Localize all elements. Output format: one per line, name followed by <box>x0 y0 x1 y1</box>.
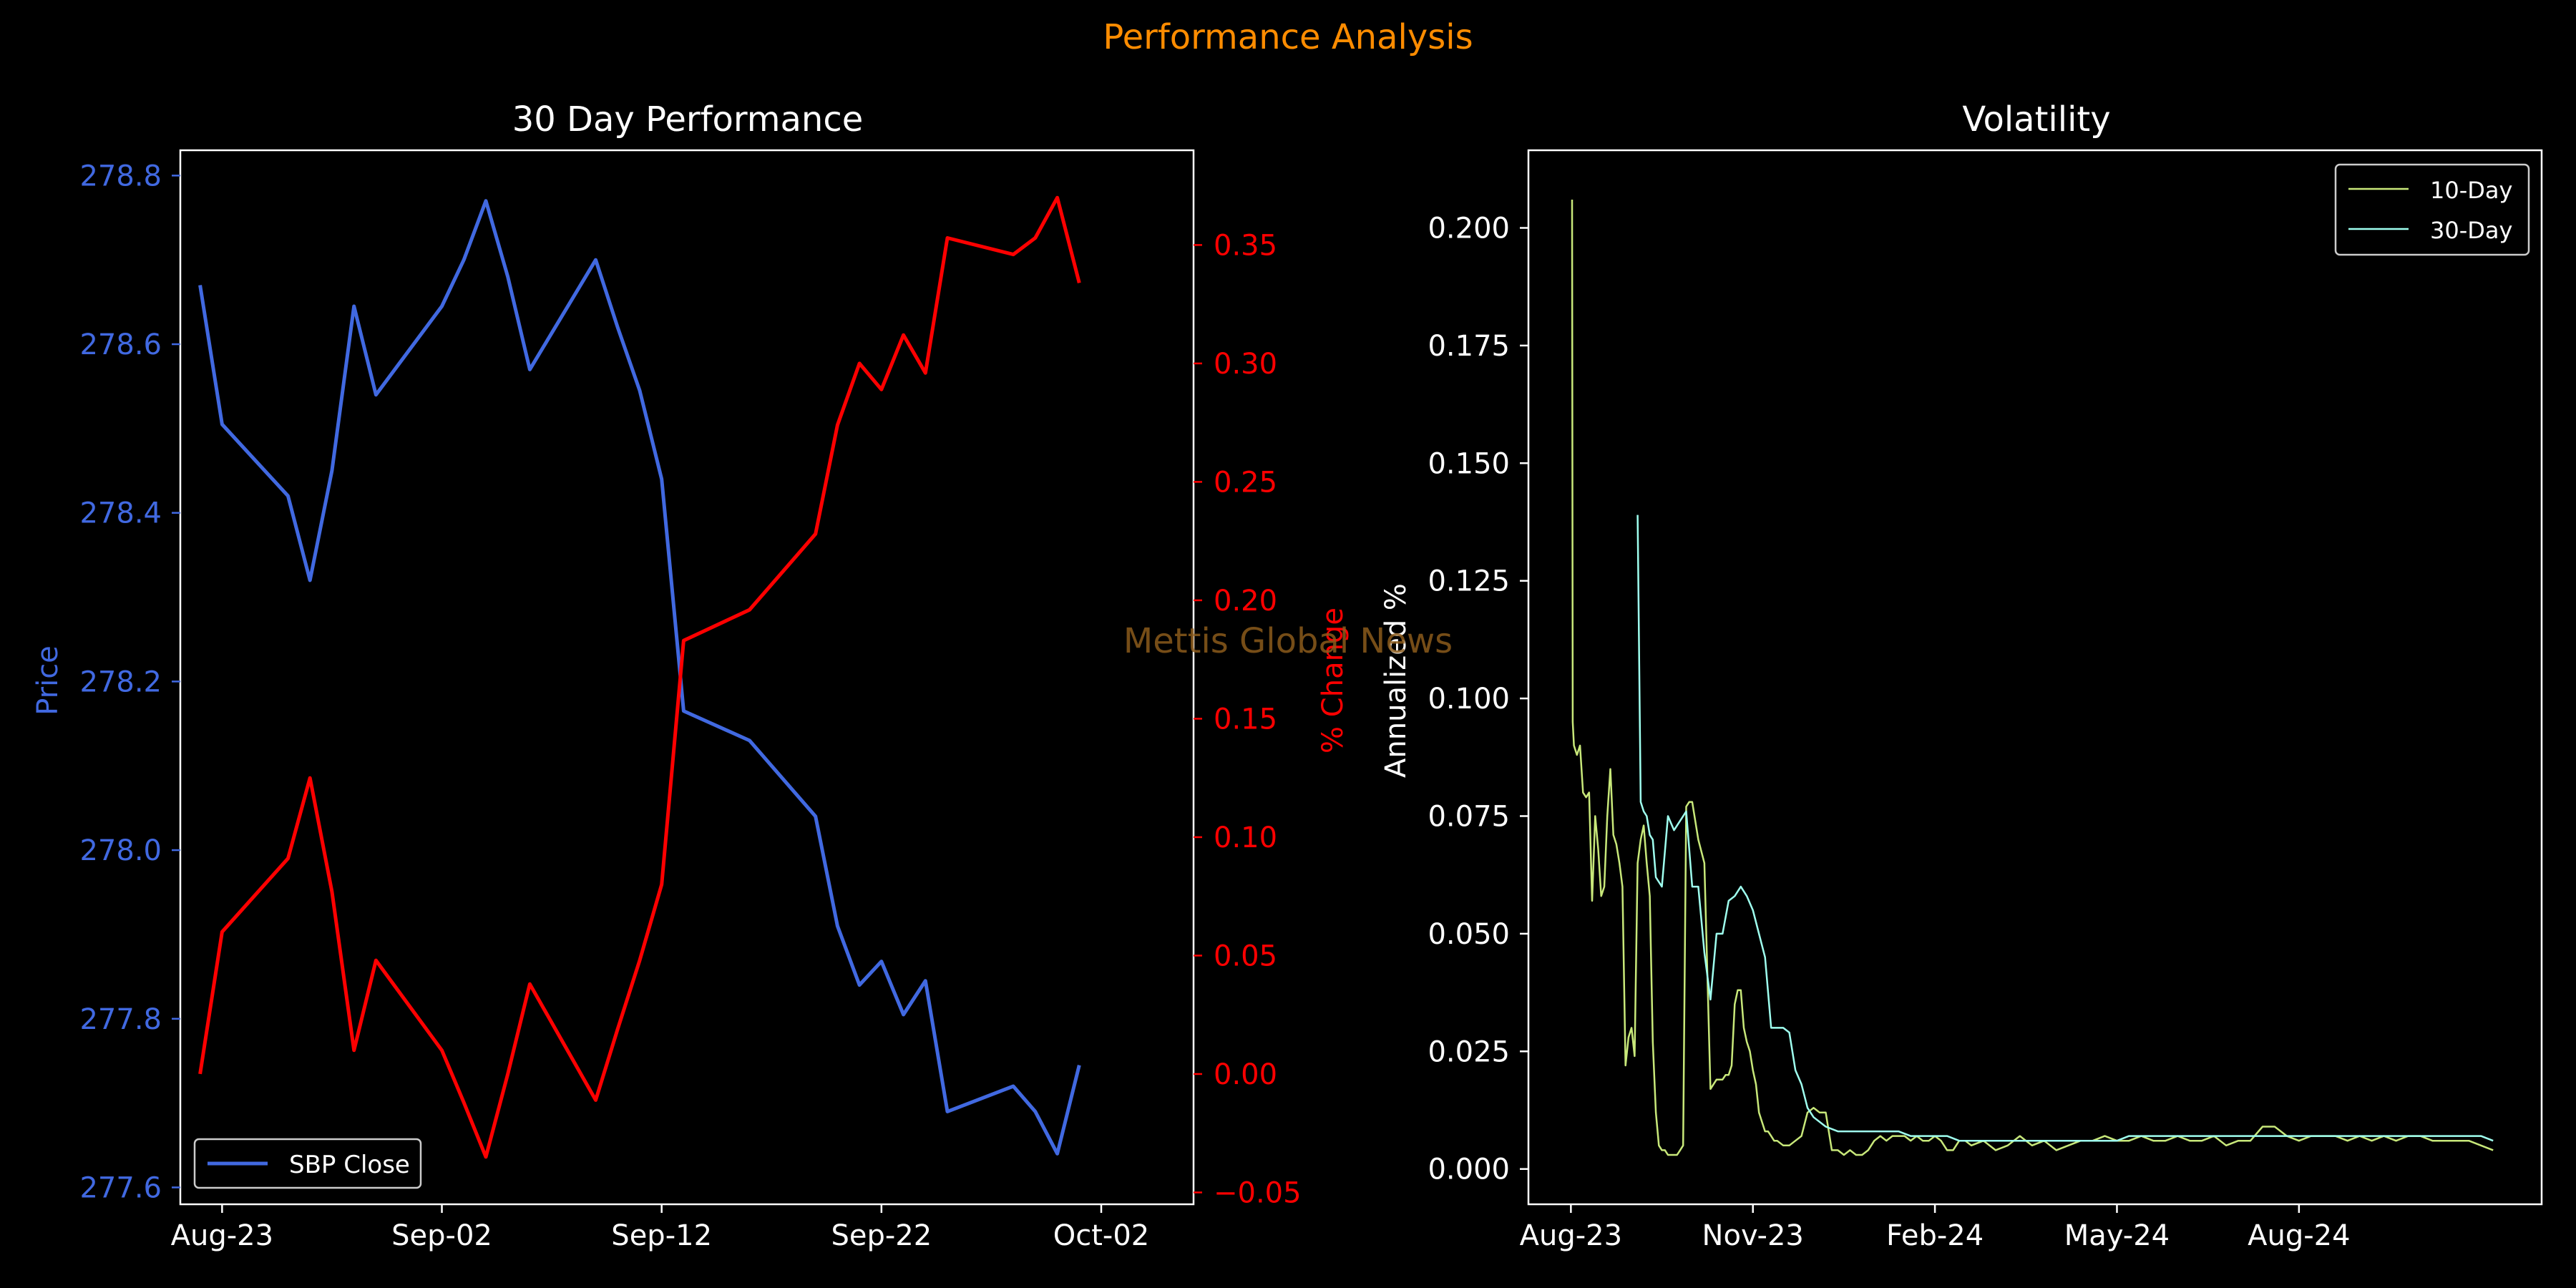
volatility-x-tick-label: Feb-24 <box>1886 1219 1984 1252</box>
price-y-tick-label: 278.6 <box>79 328 162 361</box>
performance-panel: 30 Day Performance Price % Change Aug-23… <box>31 99 1350 1252</box>
legend-label-sbp-close: SBP Close <box>289 1151 410 1179</box>
price-y-tick-label: 278.8 <box>79 160 162 192</box>
volatility-x-tick-label: Aug-23 <box>1520 1219 1622 1252</box>
price-y-tick-label: 278.0 <box>79 834 162 867</box>
volatility-legend: 10-Day 30-Day <box>2334 163 2530 256</box>
pct-y-tick-label: −0.05 <box>1214 1176 1302 1209</box>
legend-box <box>2334 163 2530 256</box>
price-y-tick-label: 278.2 <box>79 665 162 698</box>
pct-change-line <box>198 195 1081 1159</box>
pct-y-tick-label: 0.25 <box>1214 466 1277 499</box>
volatility-x-tick-label: Aug-24 <box>2248 1219 2350 1252</box>
volatility-x-tick-label: Nov-23 <box>1702 1219 1804 1252</box>
pct-y-tick-label: 0.05 <box>1214 940 1277 972</box>
performance-axes-frame <box>179 149 1195 1206</box>
volatility-x-tick-label: May-24 <box>2064 1219 2170 1252</box>
legend-label-10-day: 10-Day <box>2430 177 2512 204</box>
volatility-axis-label: Annualized % <box>1380 583 1413 778</box>
volatility-y-tick-label: 0.150 <box>1428 447 1510 480</box>
price-y-tick-label: 278.4 <box>79 497 162 530</box>
volatility-y-tick-label: 0.025 <box>1428 1035 1510 1068</box>
performance-x-tick-label: Sep-02 <box>391 1219 492 1252</box>
price-axis-label: Price <box>31 645 64 716</box>
performance-x-tick-label: Sep-12 <box>611 1219 712 1252</box>
performance-plot-area: Aug-23 Sep-02 Sep-12 Sep-22 Oct-02 277.6 277.8… <box>79 149 1302 1252</box>
volatility-y-tick-label: 0.000 <box>1428 1153 1510 1186</box>
volatility-plot-area: Aug-23 Nov-23 Feb-24 May-24 Aug-24 0.000 0.025… <box>1428 149 2543 1252</box>
legend-box <box>193 1138 422 1189</box>
sbp-close-line <box>198 199 1081 1156</box>
pct-y-tick-label: 0.20 <box>1214 585 1277 618</box>
performance-x-tick-label: Oct-02 <box>1053 1219 1150 1252</box>
volatility-y-tick-label: 0.175 <box>1428 330 1510 363</box>
pct-y-tick-label: 0.00 <box>1214 1058 1277 1091</box>
pct-y-tick-label: 0.30 <box>1214 348 1277 381</box>
volatility-axes-frame <box>1527 149 2543 1206</box>
price-y-tick-label: 277.8 <box>79 1003 162 1036</box>
pct-y-tick-label: 0.15 <box>1214 703 1277 736</box>
pct-y-tick-label: 0.10 <box>1214 821 1277 854</box>
suptitle: Performance Analysis <box>1103 17 1473 57</box>
volatility-y-tick-label: 0.075 <box>1428 800 1510 833</box>
performance-legend: SBP Close <box>193 1138 422 1189</box>
performance-x-tick-label: Aug-23 <box>171 1219 273 1252</box>
volatility-panel: Volatility Annualized % Aug-23 Nov-23 Feb-… <box>1380 99 2543 1252</box>
pct-change-axis-label: % Change <box>1317 608 1350 753</box>
pct-y-tick-label: 0.35 <box>1214 229 1277 262</box>
performance-title: 30 Day Performance <box>512 99 864 140</box>
performance-x-tick-label: Sep-22 <box>831 1219 932 1252</box>
legend-label-30-day: 30-Day <box>2430 217 2512 244</box>
volatility-title: Volatility <box>1962 99 2110 140</box>
volatility-y-tick-label: 0.050 <box>1428 918 1510 951</box>
price-y-tick-label: 277.6 <box>79 1171 162 1204</box>
vol-30-day-line <box>1636 514 2494 1142</box>
volatility-y-tick-label: 0.100 <box>1428 683 1510 716</box>
volatility-y-tick-label: 0.125 <box>1428 565 1510 598</box>
watermark: Mettis Global News <box>1123 621 1453 661</box>
volatility-y-tick-label: 0.200 <box>1428 213 1510 245</box>
